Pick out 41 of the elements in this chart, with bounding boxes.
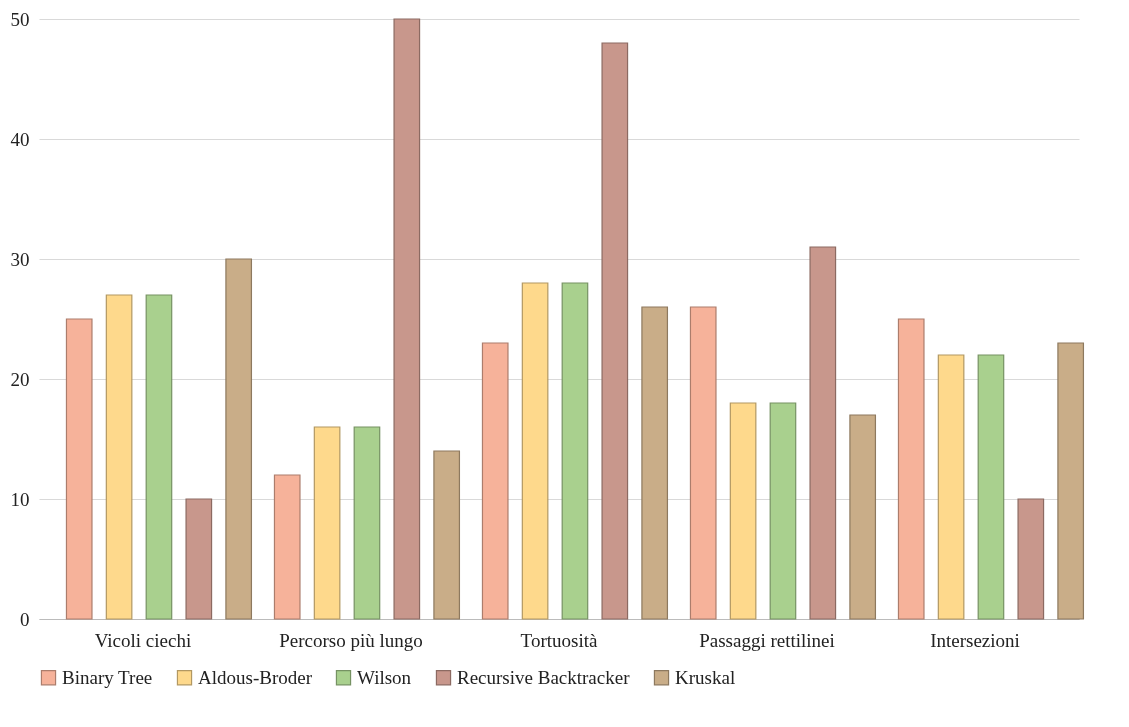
- bar: [561, 282, 589, 620]
- x-tick-label: Tortuosità: [520, 629, 598, 651]
- bar: [689, 306, 717, 620]
- x-tick-label: Percorso più lungo: [279, 629, 423, 651]
- bar: [897, 318, 925, 620]
- bar: [273, 474, 301, 620]
- y-tick-label: 30: [10, 248, 30, 270]
- legend-label: Wilson: [357, 666, 412, 688]
- bar: [433, 450, 461, 620]
- legend-label: Recursive Backtracker: [457, 666, 631, 688]
- bar: [313, 426, 341, 620]
- bar: [353, 426, 381, 620]
- legend-label: Binary Tree: [62, 666, 153, 688]
- x-tick-label: Intersezioni: [930, 629, 1020, 651]
- bar: [145, 294, 173, 620]
- bar: [185, 498, 213, 620]
- bar: [225, 258, 253, 620]
- x-tick-label: Passaggi rettilinei: [699, 629, 835, 651]
- bar: [937, 354, 965, 620]
- bar: [641, 306, 669, 620]
- bar: [1017, 498, 1045, 620]
- bar: [601, 42, 629, 620]
- y-tick-label: 50: [10, 8, 30, 30]
- bar: [729, 402, 757, 620]
- y-tick-label: 10: [10, 488, 30, 510]
- bar: [65, 318, 93, 620]
- bar: [977, 354, 1005, 620]
- x-tick-label: Vicoli ciechi: [94, 629, 192, 651]
- legend-label: Aldous-Broder: [198, 666, 313, 688]
- bar: [1057, 342, 1085, 620]
- y-tick-label: 0: [20, 608, 30, 630]
- bar: [105, 294, 133, 620]
- bar: [849, 414, 877, 620]
- y-tick-label: 20: [10, 368, 30, 390]
- legend-label: Kruskal: [675, 666, 736, 688]
- bar: [809, 246, 837, 620]
- y-tick-label: 40: [10, 128, 30, 150]
- bar: [769, 402, 797, 620]
- bar: [393, 18, 421, 620]
- bar: [521, 282, 549, 620]
- bar: [481, 342, 509, 620]
